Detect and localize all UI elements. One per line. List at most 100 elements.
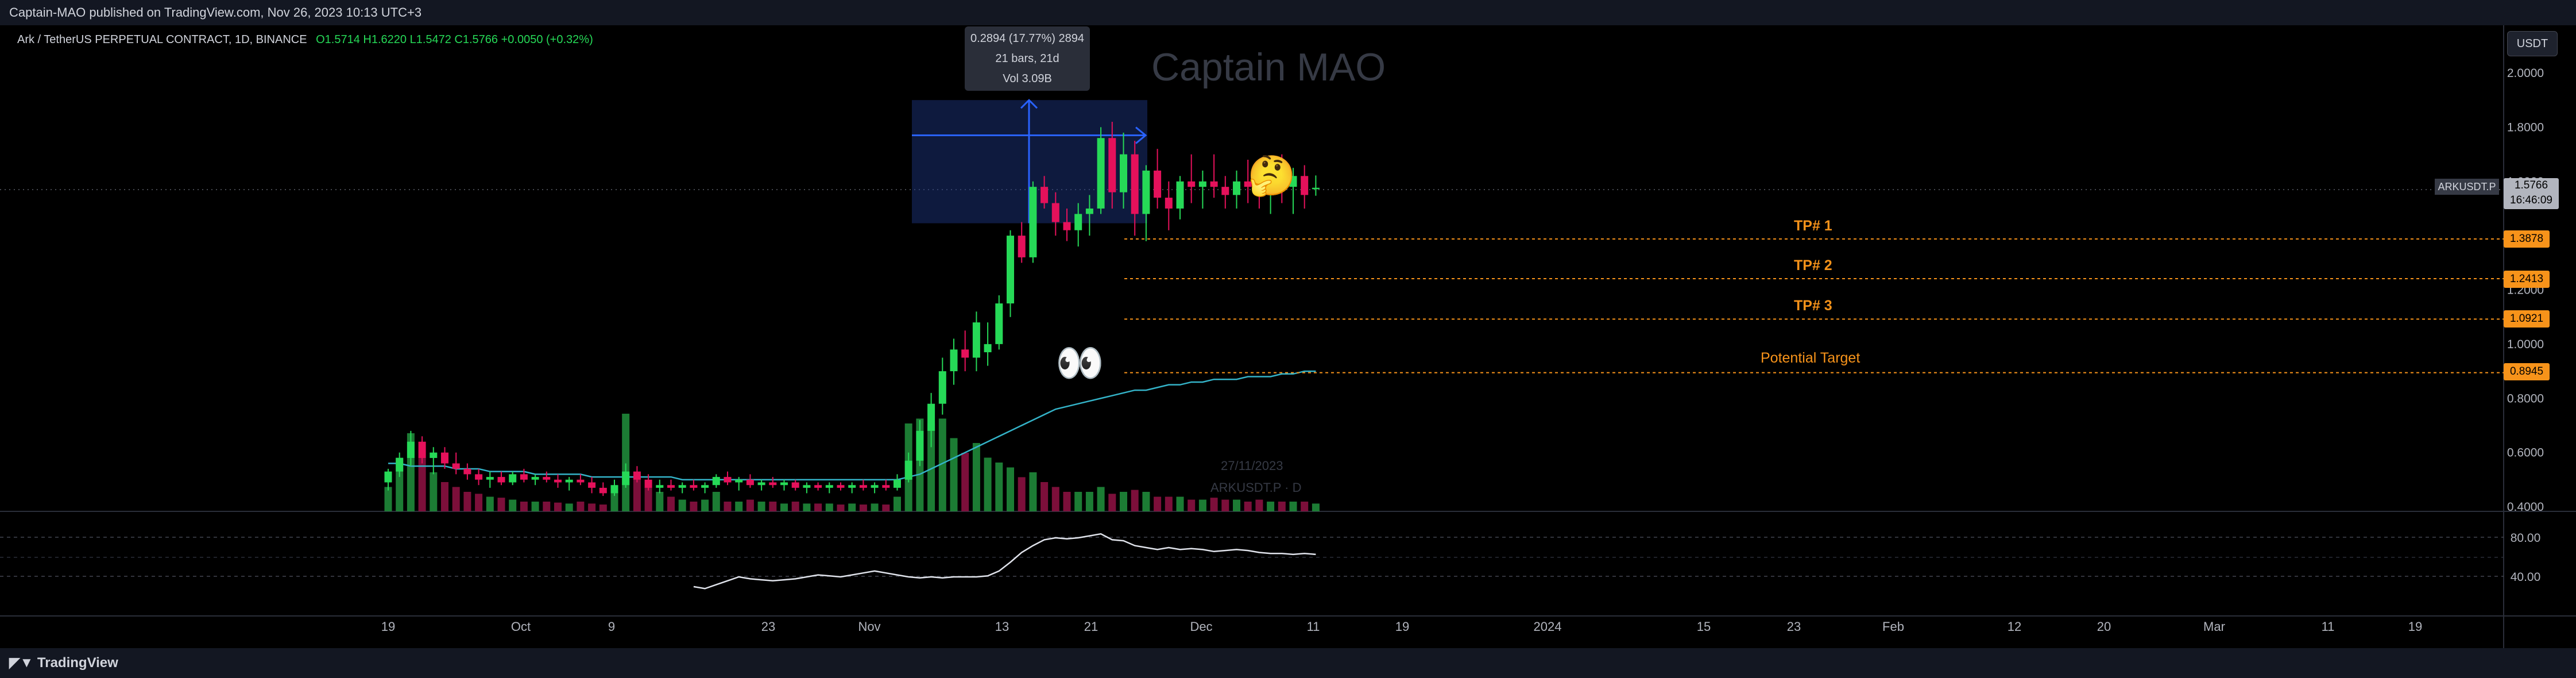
tradingview-logo[interactable]: ◤▼ TradingView [9, 655, 118, 671]
volume-bar [1176, 496, 1184, 511]
price-tick: 2.0000 [2507, 67, 2544, 80]
candle-body [396, 458, 404, 472]
date-tick: 9 [608, 619, 615, 634]
candle-body [916, 430, 924, 461]
candle-body [757, 482, 765, 486]
candle-body [1233, 181, 1240, 195]
volume-bar [1131, 490, 1139, 511]
candle-body [418, 441, 426, 459]
volume-bar [882, 504, 890, 511]
date-tick: 19 [2408, 619, 2422, 634]
candle-body [791, 482, 799, 488]
volume-bar [814, 503, 822, 511]
candle-body [1165, 198, 1173, 209]
target-lines [1124, 238, 2504, 373]
candle-body [599, 487, 607, 494]
candle-body [1007, 236, 1014, 304]
date-tick: Feb [1882, 619, 1904, 634]
volume-bar [1018, 477, 1026, 511]
tp3-label: TP# 3 [1794, 298, 1832, 314]
candle-body [1120, 154, 1127, 192]
date-tick: Dec [1190, 619, 1212, 634]
volume-bar [690, 502, 698, 511]
tv-logo-icon: ◤▼ [9, 655, 37, 671]
candle-body [452, 463, 460, 469]
candle-body [384, 471, 392, 483]
candle-body [927, 403, 935, 431]
price-tick: 1.0000 [2507, 338, 2544, 351]
volume-bar [1085, 492, 1093, 511]
volume-bar [667, 496, 675, 511]
candle-body [1029, 187, 1037, 257]
tp2-label: TP# 2 [1794, 257, 1832, 273]
candle-body [1244, 181, 1252, 187]
candle-body [1063, 222, 1071, 230]
volume-bar [1108, 494, 1116, 511]
volume-bar [543, 502, 551, 511]
date-tick: 23 [761, 619, 775, 634]
volume-bar [1198, 499, 1206, 511]
candle-body [656, 485, 664, 488]
candle-body [1255, 187, 1263, 192]
volume-bar [1097, 487, 1105, 511]
volume-bar [1255, 499, 1263, 511]
price-tick: 0.4000 [2507, 500, 2544, 514]
candle-body [746, 479, 754, 486]
date-tick: 21 [1084, 619, 1098, 634]
current-price-label: 1.5766 16:46:09 [2504, 178, 2559, 209]
volume-bar [1233, 499, 1240, 511]
volume-bar [938, 418, 946, 511]
volume-bar [848, 503, 856, 511]
candle-body [520, 474, 528, 480]
currency-button[interactable]: USDT [2507, 31, 2558, 56]
candle-body [1312, 187, 1320, 190]
date-tick: 19 [381, 619, 395, 634]
volume-bar [757, 502, 765, 511]
volume-bar [452, 487, 460, 511]
candle-body [904, 460, 912, 480]
candle-body [1210, 181, 1218, 187]
volume-bar [463, 492, 471, 511]
candle-body [633, 471, 641, 480]
volume-bar [633, 477, 641, 511]
candle-body [588, 482, 596, 488]
volume-bar [984, 457, 992, 511]
candle-body [475, 474, 483, 480]
volume-bar [701, 499, 709, 511]
candle-body [894, 479, 901, 488]
candle-body [441, 452, 448, 464]
date-tick: Oct [511, 619, 531, 634]
candle-body [984, 344, 992, 353]
volume-bar [475, 494, 483, 511]
date-tick: 2024 [1534, 619, 1562, 634]
volume-bar [724, 502, 732, 511]
volume-bar [972, 443, 980, 511]
price-tick: 0.6000 [2507, 446, 2544, 460]
date-tick: 12 [2008, 619, 2021, 634]
volume-bar [441, 482, 448, 511]
volume-bar [430, 472, 438, 511]
volume-bar [497, 498, 505, 511]
volume-bar [1165, 496, 1173, 511]
price-tick: 0.8000 [2507, 392, 2544, 405]
volume-bar [894, 496, 901, 511]
volume-bar [837, 504, 845, 511]
volume-bar [1221, 499, 1229, 511]
candle-body [950, 349, 958, 372]
volume-bar [531, 502, 539, 511]
date-tick: 11 [1307, 619, 1320, 634]
date-tick: 20 [2097, 619, 2111, 634]
symbol-name[interactable]: Ark / TetherUS PERPETUAL CONTRACT, 1D, B… [17, 33, 307, 46]
candle-body [961, 349, 969, 358]
candle-body [871, 485, 879, 488]
date-tick: 13 [995, 619, 1009, 634]
candle-body [735, 479, 743, 483]
candle-body [1041, 187, 1049, 203]
candle-body [543, 477, 551, 480]
volume-bar [1120, 492, 1127, 511]
volume-bar [1301, 502, 1309, 511]
volume-bar [803, 503, 811, 511]
candle-body [825, 485, 833, 488]
volume-bar [1312, 503, 1320, 511]
